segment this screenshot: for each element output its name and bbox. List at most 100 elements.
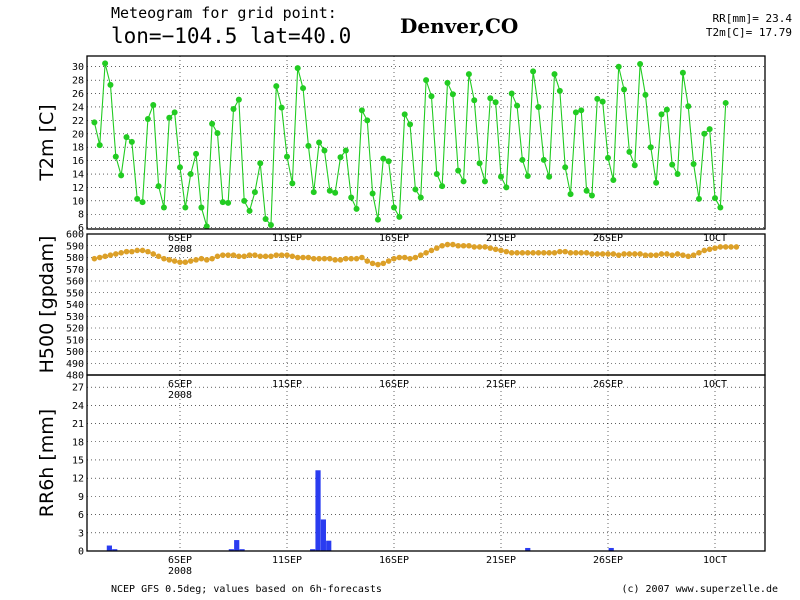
data-point: [107, 252, 114, 258]
precip-bar: [234, 540, 240, 551]
data-point: [310, 189, 317, 196]
data-point: [669, 161, 676, 168]
data-point: [374, 216, 381, 223]
y-tick-label: 26: [72, 89, 84, 100]
data-point: [567, 250, 574, 256]
data-point: [728, 244, 734, 250]
data-point: [631, 251, 638, 257]
data-point: [605, 154, 611, 161]
data-point: [246, 252, 253, 258]
y-tick-label: 550: [66, 288, 84, 299]
data-point: [220, 252, 226, 258]
data-point: [236, 253, 242, 260]
data-point: [102, 253, 108, 260]
data-point: [717, 204, 724, 211]
y-tick-label: 590: [66, 241, 84, 252]
data-point: [353, 205, 360, 212]
data-point: [492, 246, 499, 253]
data-point: [647, 144, 654, 151]
data-point: [145, 248, 151, 255]
y-tick-label: 22: [72, 116, 84, 127]
y-axis-label: RR6h [mm]: [36, 409, 58, 517]
data-point: [481, 178, 488, 185]
y-tick-label: 14: [72, 170, 84, 181]
x-tick-label: 26SEP: [593, 555, 623, 566]
data-point: [321, 147, 328, 154]
temp-mean: T2m[C]= 17.79: [705, 26, 792, 39]
data-point: [583, 187, 590, 194]
data-point: [321, 255, 328, 262]
data-point: [508, 90, 515, 97]
data-point: [455, 167, 462, 174]
data-point: [733, 244, 740, 250]
data-point: [182, 259, 189, 266]
data-point: [706, 126, 713, 133]
x-tick-label: 6SEP: [168, 379, 192, 390]
data-point: [364, 258, 371, 264]
data-point: [631, 162, 638, 169]
data-point: [353, 255, 360, 262]
x-tick-label: 21SEP: [486, 379, 516, 390]
data-point: [359, 254, 365, 261]
precip-bar: [320, 519, 326, 551]
data-point: [514, 102, 521, 109]
data-point: [433, 171, 440, 178]
data-point: [327, 255, 333, 262]
y-tick-label: 6: [78, 510, 84, 521]
data-point: [524, 250, 531, 256]
data-point: [155, 253, 162, 260]
data-point: [337, 154, 344, 161]
data-point: [712, 245, 718, 251]
data-point: [380, 260, 387, 267]
data-point: [466, 242, 472, 249]
data-point: [150, 101, 157, 108]
location-name: Denver,CO: [400, 14, 519, 38]
data-point: [251, 189, 258, 196]
data-point: [476, 244, 483, 250]
data-point: [262, 215, 269, 222]
data-point: [642, 252, 649, 258]
data-point: [530, 250, 536, 256]
data-point: [663, 106, 670, 113]
precip-bar: [106, 545, 112, 551]
y-tick-label: 9: [78, 492, 84, 503]
data-point: [396, 213, 403, 220]
data-point: [171, 258, 178, 264]
data-point: [348, 194, 355, 201]
data-point: [391, 204, 397, 211]
data-point: [102, 60, 109, 67]
y-tick-label: 16: [72, 156, 84, 167]
data-point: [278, 104, 285, 111]
data-point: [348, 255, 355, 262]
data-point: [144, 116, 151, 123]
data-point: [428, 93, 435, 100]
x-tick-label: 6SEP: [168, 555, 192, 566]
data-point: [449, 91, 456, 98]
y-tick-label: 3: [78, 528, 84, 539]
data-point: [423, 250, 429, 256]
data-point: [332, 257, 338, 263]
data-point: [690, 160, 697, 167]
y-tick-label: 24: [72, 102, 84, 113]
data-point: [412, 186, 419, 193]
data-point: [209, 255, 215, 262]
data-point: [615, 252, 622, 258]
data-point: [465, 71, 472, 78]
data-point: [696, 250, 702, 256]
data-point: [412, 254, 419, 261]
data-point: [508, 250, 515, 256]
data-point: [257, 253, 264, 260]
data-point: [439, 183, 446, 190]
data-point: [214, 130, 221, 137]
y-tick-label: 490: [66, 359, 84, 370]
data-point: [91, 255, 98, 262]
data-point: [289, 253, 296, 260]
data-point: [658, 251, 665, 257]
data-point: [583, 250, 590, 256]
y-tick-label: 0: [78, 547, 84, 558]
data-point: [198, 204, 205, 211]
data-point: [385, 258, 392, 264]
data-point: [177, 259, 183, 266]
data-point: [118, 172, 125, 179]
data-point: [155, 183, 162, 190]
